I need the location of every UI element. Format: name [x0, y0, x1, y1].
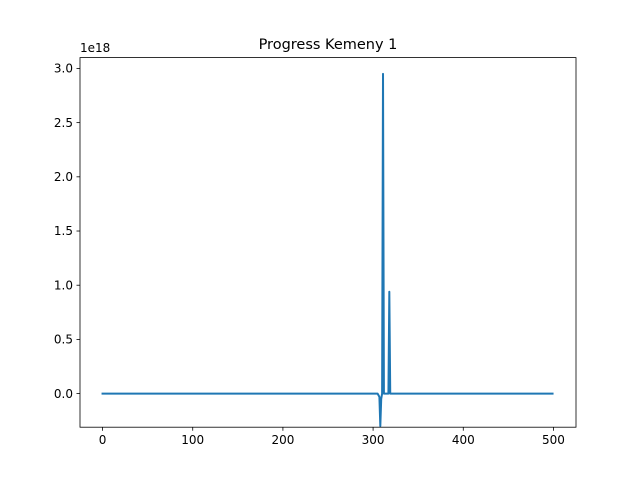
y-tick-label: 3.0 — [54, 62, 73, 76]
y-tick-label: 2.0 — [54, 170, 73, 184]
x-tick-label: 300 — [362, 433, 385, 447]
series-line — [101, 72, 554, 428]
series-layer — [101, 72, 554, 428]
y-tick-label: 2.5 — [54, 116, 73, 130]
x-tick-label: 500 — [542, 433, 565, 447]
y-axis: 0.0 0.5 1.0 1.5 2.0 2.5 3.0 — [54, 62, 80, 401]
x-tick-label: 100 — [181, 433, 204, 447]
chart-title: Progress Kemeny 1 — [259, 37, 398, 53]
x-tick-label: 400 — [452, 433, 475, 447]
x-tick-label: 200 — [271, 433, 294, 447]
y-tick-label: 0.5 — [54, 333, 73, 347]
x-tick-label: 0 — [99, 433, 107, 447]
y-tick-label: 1.0 — [54, 278, 73, 292]
plot-frame — [79, 57, 577, 428]
y-tick-label: 0.0 — [54, 387, 73, 401]
plot-area — [80, 57, 576, 428]
y-offset-label: 1e18 — [80, 41, 110, 55]
y-tick-label: 1.5 — [54, 224, 73, 238]
x-axis: 0 100 200 300 400 500 — [99, 427, 565, 447]
